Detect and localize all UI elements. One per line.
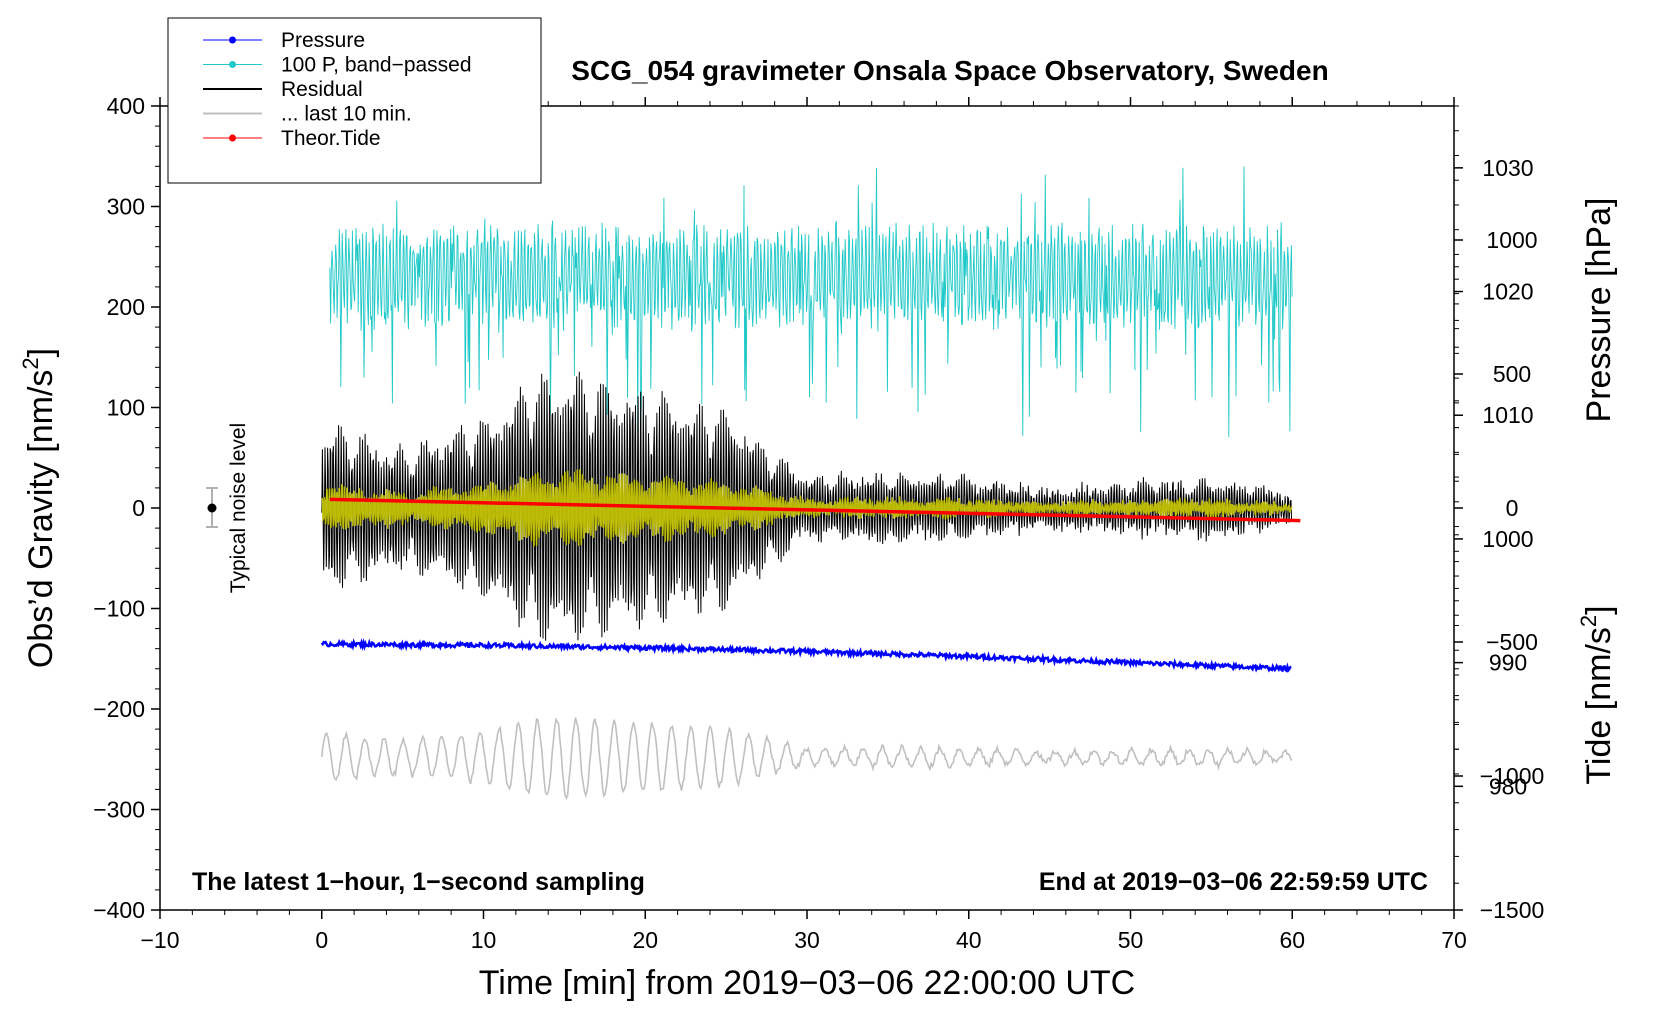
tide-tick-label: −1500 — [1480, 897, 1545, 923]
pressure-axis-title: Pressure [hPa] — [1580, 198, 1618, 423]
pressure-tick-label: 1030 — [1482, 155, 1533, 181]
y-tick-label: 300 — [107, 194, 145, 220]
y-tick-label: 400 — [107, 93, 145, 119]
series-bandpassed-pressure — [329, 166, 1293, 440]
tide-axis-title-main: Tide [nm/s — [1580, 627, 1618, 784]
series-pressure — [320, 637, 1292, 673]
plot-marks — [320, 166, 1301, 801]
x-tick-label: −10 — [140, 927, 179, 953]
pressure-tick-label: 1000 — [1482, 526, 1533, 552]
pressure-tick-label: 990 — [1489, 650, 1527, 676]
y-axis-title-left-main: Obs’d Gravity [nm/s — [22, 370, 60, 669]
tide-tick-label: 500 — [1493, 361, 1531, 387]
noise-center-point — [207, 503, 217, 513]
x-tick-label: 0 — [315, 927, 328, 953]
x-tick-label: 70 — [1441, 927, 1467, 953]
series-last-10-min — [321, 717, 1293, 801]
x-tick-label: 20 — [632, 927, 658, 953]
tide-axis-title-end: ] — [1580, 605, 1618, 614]
tide-tick-label: −1000 — [1480, 763, 1545, 789]
tide-tick-label: 0 — [1506, 495, 1519, 521]
tide-tick-label: −500 — [1486, 629, 1538, 655]
x-tick-label: 10 — [471, 927, 497, 953]
annotation-right: End at 2019−03−06 22:59:59 UTC — [1039, 868, 1428, 896]
x-tick-label: 50 — [1118, 927, 1144, 953]
y-axis-title-left-end: ] — [22, 348, 60, 357]
series-filtered-residual — [321, 469, 1293, 547]
pressure-tick-label: 980 — [1489, 773, 1527, 799]
noise-label: Typical noise level — [227, 423, 250, 593]
pressure-tick-label: 1010 — [1482, 402, 1533, 428]
x-tick-label: 40 — [956, 927, 982, 953]
y-axis-title-left: Obs’d Gravity [nm/s2] — [18, 348, 60, 668]
legend-label: Residual — [281, 78, 363, 101]
legend-marker — [229, 36, 236, 44]
annotation-left: The latest 1−hour, 1−second sampling — [192, 868, 645, 896]
x-tick-label: 60 — [1279, 927, 1305, 953]
chart-title: SCG_054 gravimeter Onsala Space Observat… — [571, 55, 1328, 86]
legend-label: ... last 10 min. — [281, 103, 412, 126]
x-axis-title: Time [min] from 2019−03−06 22:00:00 UTC — [479, 964, 1135, 1002]
axes: −10 0 10 20 30 40 50 60 704003002001000−100−200−… — [93, 93, 1544, 953]
noise-level-indicator: Typical noise level — [206, 423, 250, 593]
x-tick-label: 30 — [794, 927, 820, 953]
y-axis-title-left-sup: 2 — [18, 357, 43, 369]
tide-axis-title: Tide [nm/s2] — [1576, 605, 1618, 784]
y-tick-label: 200 — [107, 294, 145, 320]
y-tick-label: 0 — [132, 495, 145, 521]
legend-label: Theor.Tide — [281, 127, 381, 150]
series-theoretical-tide — [329, 497, 1301, 523]
y-tick-label: −100 — [93, 596, 145, 622]
y-tick-label: −400 — [93, 897, 145, 923]
legend-marker — [229, 134, 236, 142]
y-tick-label: 100 — [107, 395, 145, 421]
legend-label: Pressure — [281, 29, 365, 52]
pressure-tick-label: 1020 — [1482, 279, 1533, 305]
legend-box — [167, 17, 542, 184]
y-tick-label: −200 — [93, 696, 145, 722]
tide-axis-title-sup: 2 — [1576, 615, 1601, 627]
legend-label: 100 P, band−passed — [281, 54, 472, 77]
y-tick-label: −300 — [93, 797, 145, 823]
legend-marker — [229, 61, 236, 68]
tide-tick-label: 1000 — [1486, 227, 1537, 253]
